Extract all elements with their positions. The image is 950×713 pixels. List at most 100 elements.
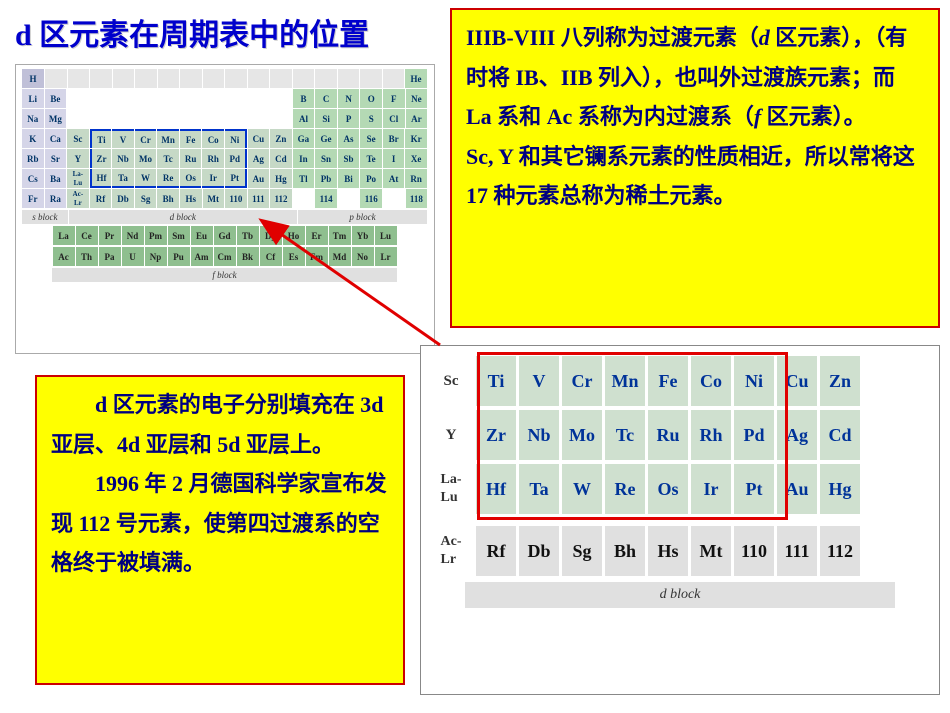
bt-cell-ru: Ru — [648, 410, 688, 460]
pt-cell-mo: Mo — [135, 149, 157, 168]
pt-cell-hs: Hs — [180, 189, 202, 208]
pt-cell-nd: Nd — [122, 226, 144, 245]
box-bl-p1: d 区元素的电子分别填充在 3d 亚层、4d 亚层和 5d 亚层上。 — [51, 385, 389, 464]
bt-cell-tc: Tc — [605, 410, 645, 460]
bt-rowlabel-1: Y — [429, 410, 473, 460]
pt-cell- — [180, 109, 202, 128]
pt-cell-cm: Cm — [214, 247, 236, 266]
pt-cell-am: Am — [191, 247, 213, 266]
pt-cell-db: Db — [112, 189, 134, 208]
pt-cell-er: Er — [306, 226, 328, 245]
bt-cell-hs: Hs — [648, 526, 688, 576]
pt-cell-ta: Ta — [112, 169, 134, 188]
pt-cell-bi: Bi — [338, 169, 360, 188]
pt-cell-ra: Ra — [45, 189, 67, 208]
pt-cell-es: Es — [283, 247, 305, 266]
pt-cell-rh: Rh — [202, 149, 224, 168]
pt-cell-at: At — [383, 169, 405, 188]
pt-cell-u: U — [122, 247, 144, 266]
pt-cell-sg: Sg — [135, 189, 157, 208]
bt-cell-sg: Sg — [562, 526, 602, 576]
pt-cell- — [338, 189, 360, 208]
pt-cell-ba: Ba — [45, 169, 67, 188]
pt-cell-114: 114 — [315, 189, 337, 208]
pt-cell- — [248, 109, 270, 128]
pt-cell-dy: Dy — [260, 226, 282, 245]
pt-cell-as: As — [338, 129, 360, 148]
pt-cell-w: W — [135, 169, 157, 188]
pt-cell- — [135, 109, 157, 128]
pt-cell-pb: Pb — [315, 169, 337, 188]
bt-cell-ir: Ir — [691, 464, 731, 514]
pt-cell-tl: Tl — [293, 169, 315, 188]
info-box-top-right: IIIB-VIII 八列称为过渡元素（d 区元素），（有时将 IB、IIB 列入… — [450, 8, 940, 328]
f-block-label: f block — [52, 268, 397, 282]
pt-cell-ca: Ca — [45, 129, 67, 148]
pt-cell-au: Au — [248, 169, 270, 188]
pt-cell-kr: Kr — [405, 129, 427, 148]
pt-cell-fr: Fr — [22, 189, 44, 208]
pt-cell-112: 112 — [270, 189, 292, 208]
pt-cell-pd: Pd — [225, 149, 247, 168]
pt-cell-pa: Pa — [99, 247, 121, 266]
bt-cell-v: V — [519, 356, 559, 406]
pt-cell-hf: Hf — [90, 169, 112, 188]
pt-cell- — [67, 109, 89, 128]
pt-cell-se: Se — [360, 129, 382, 148]
pt-cell-eu: Eu — [191, 226, 213, 245]
pt-cell-ce: Ce — [76, 226, 98, 245]
pt-cell-cu: Cu — [248, 129, 270, 148]
s-block-label: s block — [22, 210, 68, 224]
pt-cell-v: V — [112, 129, 134, 148]
pt-cell-k: K — [22, 129, 44, 148]
pt-cell-pu: Pu — [168, 247, 190, 266]
periodic-table-small: HHeLiBeBCNOFNeNaMgAlSiPSClArKCaScTiVCrMn… — [15, 64, 435, 354]
pt-cell-ag: Ag — [248, 149, 270, 168]
pt-cell-tc: Tc — [157, 149, 179, 168]
p-block-label: p block — [298, 210, 427, 224]
pt-cell-118: 118 — [406, 189, 428, 208]
pt-cell-pr: Pr — [99, 226, 121, 245]
pt-cell-cr: Cr — [135, 129, 157, 148]
pt-cell- — [225, 109, 247, 128]
pt-cell-111: 111 — [248, 189, 270, 208]
pt-cell-rf: Rf — [90, 189, 112, 208]
bt-cell-mo: Mo — [562, 410, 602, 460]
pt-cell-cs: Cs — [22, 169, 44, 188]
pt-cell- — [112, 89, 134, 108]
pt-cell-sb: Sb — [338, 149, 360, 168]
pt-cell-no: No — [352, 247, 374, 266]
bt-rowlabel-2: La-Lu — [429, 464, 473, 514]
pt-cell-si: Si — [315, 109, 337, 128]
pt-cell-mg: Mg — [45, 109, 67, 128]
pt-cell-he: He — [405, 69, 427, 88]
pt-cell-os: Os — [180, 169, 202, 188]
pt-cell-al: Al — [293, 109, 315, 128]
pt-cell-h: H — [22, 69, 44, 88]
bt-cell-rh: Rh — [691, 410, 731, 460]
pt-cell- — [270, 89, 292, 108]
pt-cell-ge: Ge — [315, 129, 337, 148]
bt-cell-re: Re — [605, 464, 645, 514]
bt-cell-mn: Mn — [605, 356, 645, 406]
page-title: d 区元素在周期表中的位置 — [15, 10, 369, 54]
bt-cell-cr: Cr — [562, 356, 602, 406]
pt-cell- — [203, 89, 225, 108]
pt-cell-zn: Zn — [270, 129, 292, 148]
pt-cell-sr: Sr — [45, 149, 67, 168]
bt-cell-nb: Nb — [519, 410, 559, 460]
pt-cell-li: Li — [22, 89, 44, 108]
pt-cell-ti: Ti — [90, 129, 112, 148]
pt-cell- — [90, 89, 112, 108]
bt-cell-os: Os — [648, 464, 688, 514]
pt-cell-la-lu: La-Lu — [67, 169, 89, 188]
bt-cell-cd: Cd — [820, 410, 860, 460]
pt-cell-ar: Ar — [406, 109, 428, 128]
pt-cell- — [135, 89, 157, 108]
pt-cell-y: Y — [67, 149, 89, 168]
pt-cell-zr: Zr — [90, 149, 112, 168]
pt-cell- — [112, 109, 134, 128]
bt-cell-112: 112 — [820, 526, 860, 576]
pt-cell-c: C — [315, 89, 337, 108]
bt-cell-ta: Ta — [519, 464, 559, 514]
